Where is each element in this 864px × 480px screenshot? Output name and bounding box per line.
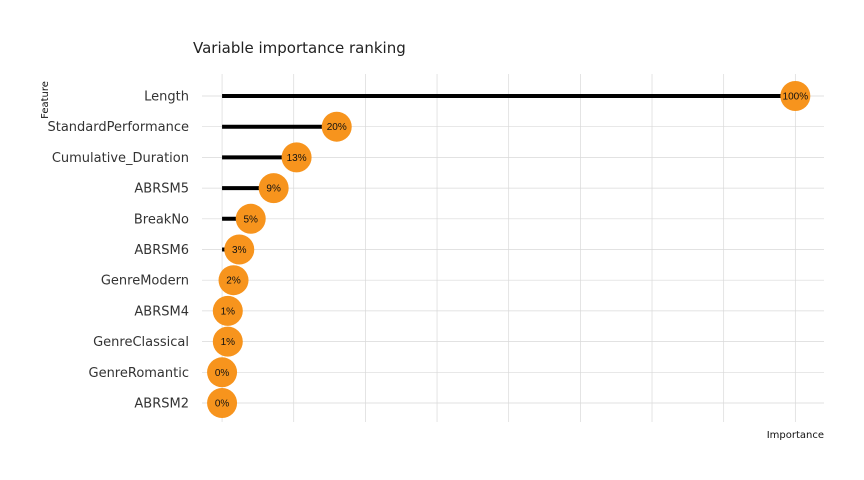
point-label: 1% xyxy=(221,306,236,317)
x-axis-title: Importance xyxy=(767,430,824,441)
y-tick-label: StandardPerformance xyxy=(47,120,189,135)
lollipop-point xyxy=(780,81,811,111)
lollipop-point xyxy=(218,265,249,296)
lollipop-point xyxy=(212,295,243,326)
y-axis-title: Feature xyxy=(40,81,51,119)
points: 100% 20% 13% 9% 5% 3% 2% 1% 1% 0% 0% xyxy=(207,81,811,418)
point-label: 9% xyxy=(266,184,281,195)
point-label: 2% xyxy=(226,276,241,287)
y-tick-label: ABRSM5 xyxy=(134,182,189,197)
point-label: 13% xyxy=(287,153,307,164)
lollipop-point xyxy=(321,111,352,142)
lollipop-point xyxy=(207,388,238,418)
point-label: 100% xyxy=(783,92,809,103)
lollipop-point xyxy=(224,234,255,265)
y-tick-label: BreakNo xyxy=(134,212,189,227)
y-tick-label: Length xyxy=(144,90,189,105)
y-tick-label: ABRSM6 xyxy=(134,243,189,258)
y-tick-label: GenreClassical xyxy=(93,335,189,350)
point-label: 0% xyxy=(215,399,230,410)
lollipop-point xyxy=(235,203,266,234)
point-label: 0% xyxy=(215,368,230,379)
y-tick-labels: Length StandardPerformance Cumulative_Dura… xyxy=(47,90,189,412)
y-tick-label: GenreRomantic xyxy=(89,366,190,381)
y-tick-label: ABRSM4 xyxy=(134,304,189,319)
y-tick-label: Cumulative_Duration xyxy=(52,151,189,166)
y-tick-label: GenreModern xyxy=(101,274,189,289)
chart-title: Variable importance ranking xyxy=(193,39,406,57)
lollipop-point xyxy=(281,142,312,173)
point-label: 3% xyxy=(232,245,247,256)
point-label: 5% xyxy=(244,214,259,225)
y-tick-label: ABRSM2 xyxy=(134,397,189,412)
lollipop-point xyxy=(207,357,238,388)
point-label: 20% xyxy=(327,122,347,133)
lollipop-point xyxy=(212,326,243,357)
point-label: 1% xyxy=(221,337,236,348)
lollipop-point xyxy=(258,173,289,204)
